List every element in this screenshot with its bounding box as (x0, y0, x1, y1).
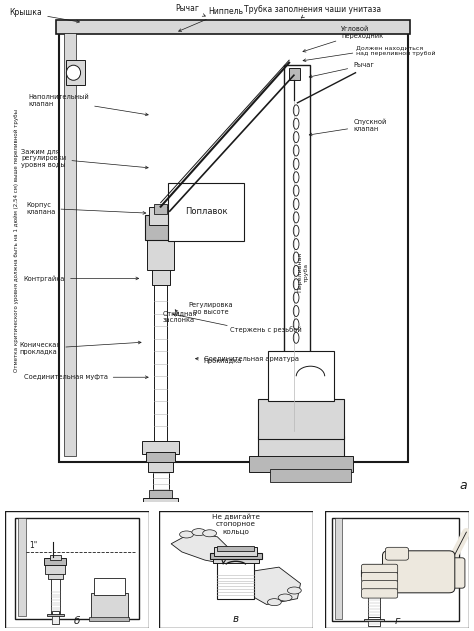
Bar (270, 469, 351, 481)
Bar (15, 518, 139, 618)
FancyBboxPatch shape (438, 558, 465, 588)
Bar (361, 570, 387, 575)
FancyBboxPatch shape (165, 521, 307, 623)
FancyBboxPatch shape (383, 551, 455, 593)
Bar (149, 551, 172, 559)
Text: Соединительная арматура: Соединительная арматура (195, 356, 299, 362)
Bar (64, 33, 76, 456)
Bar (152, 260, 170, 285)
Text: Рычаг: Рычаг (309, 62, 374, 78)
Bar (213, 554, 259, 563)
Text: Откидная
заслонка: Откидная заслонка (163, 310, 197, 322)
Bar (156, 520, 165, 540)
Text: Переливная
труба: Переливная труба (298, 252, 309, 292)
Bar (258, 437, 344, 464)
Bar (217, 560, 254, 599)
Bar (145, 215, 177, 240)
Bar (363, 565, 385, 572)
Polygon shape (229, 567, 301, 604)
Ellipse shape (192, 529, 206, 536)
Bar (335, 518, 342, 618)
Text: Должен находиться
над переливной трубой: Должен находиться над переливной трубой (356, 45, 435, 56)
Text: 1": 1" (29, 541, 37, 550)
Text: Прокладка: Прокладка (204, 358, 242, 364)
Bar (91, 593, 128, 618)
Bar (362, 572, 385, 584)
Ellipse shape (287, 587, 301, 594)
FancyBboxPatch shape (385, 547, 409, 560)
Text: г: г (394, 615, 400, 625)
Text: Спускной
клапан: Спускной клапан (309, 119, 386, 136)
Text: Зажим для
регулировки
уровня воды: Зажим для регулировки уровня воды (21, 148, 148, 169)
Bar (249, 456, 353, 471)
Bar (148, 461, 173, 471)
Bar (149, 207, 172, 225)
Text: Контргайка: Контргайка (24, 275, 139, 281)
Text: Соединительная муфта: Соединительная муфта (24, 374, 148, 380)
Bar (48, 572, 63, 579)
Text: Отметка критического уровня должна быть на 1 дюйм (2,54 см) выше переливной труб: Отметка критического уровня должна быть … (14, 109, 19, 372)
Bar (66, 60, 85, 85)
Bar (56, 20, 410, 34)
Bar (364, 618, 384, 622)
Bar (141, 502, 180, 514)
Bar (45, 562, 65, 574)
Text: Трубка заполнения чаши унитаза: Трубка заполнения чаши унитаза (244, 4, 381, 18)
Bar (284, 65, 310, 442)
Bar (146, 452, 175, 461)
Bar (143, 498, 178, 522)
Bar (154, 204, 167, 214)
FancyBboxPatch shape (362, 564, 398, 574)
Bar (168, 183, 244, 241)
Bar (210, 553, 262, 559)
Bar (268, 351, 334, 401)
Bar (365, 582, 383, 588)
Text: Поплавок: Поплавок (185, 208, 228, 216)
Bar (289, 68, 300, 80)
FancyBboxPatch shape (362, 589, 398, 598)
Bar (368, 617, 380, 625)
FancyBboxPatch shape (362, 572, 398, 582)
Bar (59, 33, 408, 461)
Text: Корпус
клапана: Корпус клапана (26, 202, 146, 215)
Text: Коническая
прокладка: Коническая прокладка (19, 341, 141, 355)
Bar (368, 586, 380, 617)
Bar (142, 442, 179, 454)
Bar (217, 546, 254, 551)
Text: Регулировка
по высоте: Регулировка по высоте (189, 302, 233, 315)
Bar (154, 276, 167, 442)
Text: Крышка: Крышка (9, 8, 80, 23)
Bar (214, 548, 257, 556)
Bar (153, 456, 169, 492)
Text: в: в (233, 615, 239, 624)
Bar (51, 577, 60, 614)
Text: Не двигайте
стопорное
кольцо: Не двигайте стопорное кольцо (212, 514, 260, 534)
Bar (45, 558, 66, 565)
Bar (52, 611, 59, 624)
Ellipse shape (203, 530, 217, 537)
Text: Рычаг: Рычаг (175, 4, 205, 16)
Ellipse shape (278, 594, 292, 601)
Bar (46, 613, 64, 616)
Text: Стержень с резьбой: Стержень с резьбой (230, 327, 301, 334)
Bar (147, 220, 174, 270)
Text: Угловой
переходник: Угловой переходник (303, 26, 383, 52)
Text: Наполнительный
клапан: Наполнительный клапан (28, 94, 148, 115)
Bar (18, 518, 27, 616)
FancyBboxPatch shape (362, 581, 398, 590)
Circle shape (66, 65, 81, 80)
Bar (94, 577, 125, 595)
Text: Ниппель: Ниппель (179, 6, 244, 32)
Ellipse shape (267, 599, 281, 606)
Text: б: б (74, 615, 80, 625)
Bar (50, 555, 61, 560)
Bar (149, 490, 172, 499)
Ellipse shape (180, 531, 193, 538)
Text: а: а (459, 478, 467, 492)
Bar (258, 399, 344, 439)
Polygon shape (171, 532, 233, 563)
Bar (332, 518, 459, 621)
Bar (89, 617, 129, 621)
